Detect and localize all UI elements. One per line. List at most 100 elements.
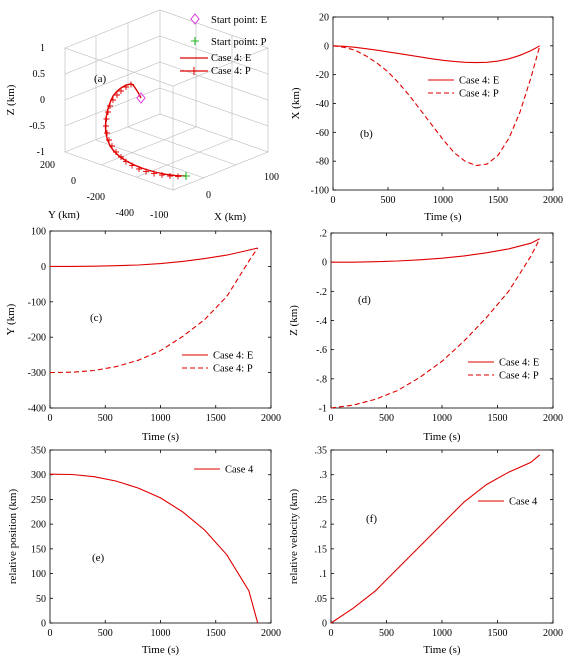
x-tick-label: 500: [379, 628, 394, 639]
trajectory-P-marker: [105, 109, 111, 115]
panel-label: (c): [90, 312, 103, 324]
series-line: [331, 238, 540, 263]
series-line: [332, 45, 541, 64]
z-tick-label: 1: [40, 43, 45, 54]
trajectory-P-marker: [143, 168, 149, 175]
x-axis-label: Time (s): [423, 644, 461, 656]
legend-item: Case 4: P: [459, 89, 499, 100]
x-tick-label: -100: [150, 210, 168, 221]
x-tick-label: 500: [98, 628, 113, 639]
legend-item: Case 4: E: [499, 358, 539, 369]
y-tick-label: -400: [116, 208, 134, 219]
y-tick-label: -100: [311, 186, 329, 197]
y-tick-label: 20: [319, 13, 329, 24]
y-tick-label: -1: [319, 404, 327, 415]
series-line: [49, 247, 259, 374]
panel-label: (b): [360, 128, 373, 140]
y-tick-label: -100: [28, 297, 46, 308]
panel-a: 1 0.5 0 -0.5 -1 Z (km) 200 0 -200 -400 Y…: [5, 9, 279, 223]
series-case4-P-markers: [103, 81, 189, 180]
x-tick-label: 2000: [261, 413, 281, 424]
x-tick-label: 500: [379, 413, 394, 424]
x-tick-label: 2000: [543, 628, 563, 639]
x-tick-label: 100: [264, 172, 279, 183]
trajectory-P-marker: [113, 149, 119, 155]
y-tick-label: .3: [320, 470, 328, 481]
x-axis-label: X (km): [214, 211, 246, 223]
start-point-E-marker: [136, 92, 146, 104]
series-case4-P-path: [104, 83, 187, 177]
trajectory-P-marker: [136, 166, 142, 172]
x-tick-label: 0: [206, 190, 211, 201]
y-tick-label: 300: [31, 470, 46, 481]
trajectory-P-marker: [123, 84, 129, 90]
z-tick-label: -1: [37, 147, 45, 158]
x-tick-label: 2000: [261, 628, 281, 639]
x-tick-label: 1500: [488, 195, 508, 206]
y-tick-label: 0: [324, 41, 329, 52]
legend-a-item: Start point: P: [211, 37, 267, 48]
x-tick-label: 0: [329, 628, 334, 639]
y-tick-label: 0: [71, 176, 76, 187]
panel-label: (d): [358, 294, 371, 306]
series-line: [332, 45, 541, 167]
y-tick-label: -.2: [316, 287, 327, 298]
y-tick-label: 200: [40, 160, 55, 171]
trajectory-P-marker: [159, 172, 165, 178]
panel-f: 0 500 1000 1500 2000 .35 .3 .25 .2 .15 .1 .05 0 Time …: [288, 446, 563, 657]
z-tick-label: 0.5: [33, 69, 46, 80]
y-axis-label: Y (km): [48, 209, 80, 221]
trajectory-P-marker: [104, 130, 110, 136]
legend-item: Case 4: E: [213, 351, 253, 362]
legend-item: Case 4: E: [459, 76, 499, 87]
y-tick-label: .2: [320, 520, 328, 531]
y-tick-label: 0: [41, 619, 46, 630]
x-tick-label: 500: [381, 195, 396, 206]
trajectory-P-marker: [109, 143, 115, 149]
panel-e: 0 500 1000 1500 2000350300250200150100500Tim…: [7, 446, 281, 657]
start-point-P-marker: [182, 172, 190, 180]
plot-frame: [330, 232, 554, 409]
panel-c: 0 500 1000 1500 20001000-100-200-300-400Time…: [5, 227, 281, 444]
y-axis-label: relative velocity (km): [288, 489, 300, 585]
series-line: [50, 247, 258, 267]
trajectory-P-marker: [118, 88, 124, 94]
plot-frame: [332, 16, 554, 191]
y-tick-label: 250: [31, 495, 46, 506]
y-tick-label: -200: [87, 192, 105, 203]
trajectory-P-marker: [107, 103, 113, 109]
y-tick-label: -300: [28, 368, 46, 379]
trajectory-P-marker: [175, 173, 181, 180]
y-tick-label: 200: [31, 520, 46, 531]
y-tick-label: -20: [316, 70, 329, 81]
legend-a-item: Case 4: E: [211, 53, 251, 64]
trajectory-P-marker: [114, 92, 120, 98]
series-line: [330, 238, 541, 409]
y-tick-label: .2: [320, 229, 328, 240]
y-tick-label: 100: [31, 569, 46, 580]
panel-d: 0 500 1000 1500 2000 .2 0 -.2 -.4 -.6 -.8 -1 Time (s…: [288, 229, 563, 444]
y-tick-label: 50: [36, 594, 46, 605]
legend-item: Case 4: [509, 497, 538, 508]
y-axis-label: X (km): [290, 87, 302, 119]
y-tick-label: -40: [316, 99, 329, 110]
x-axis-label: Time (s): [424, 211, 462, 223]
x-axis-label: Time (s): [423, 431, 461, 443]
y-tick-label: 100: [31, 227, 46, 238]
y-tick-label: -.6: [316, 345, 327, 356]
y-tick-label: 0: [41, 262, 46, 273]
box-grid: [64, 23, 269, 179]
legend-a-item: Start point: E: [211, 15, 267, 26]
z-tick-label: 0: [40, 95, 45, 106]
legend-plus-icon: [190, 67, 198, 75]
series-line: [330, 454, 541, 624]
trajectory-P-marker: [103, 116, 110, 122]
panel-label: (e): [92, 552, 105, 564]
x-tick-label: 1000: [432, 413, 452, 424]
y-tick-label: -400: [28, 404, 46, 415]
y-tick-label: -80: [316, 157, 329, 168]
trajectory-P-marker: [151, 170, 157, 177]
x-tick-label: 0: [331, 195, 336, 206]
x-tick-label: 500: [98, 413, 113, 424]
